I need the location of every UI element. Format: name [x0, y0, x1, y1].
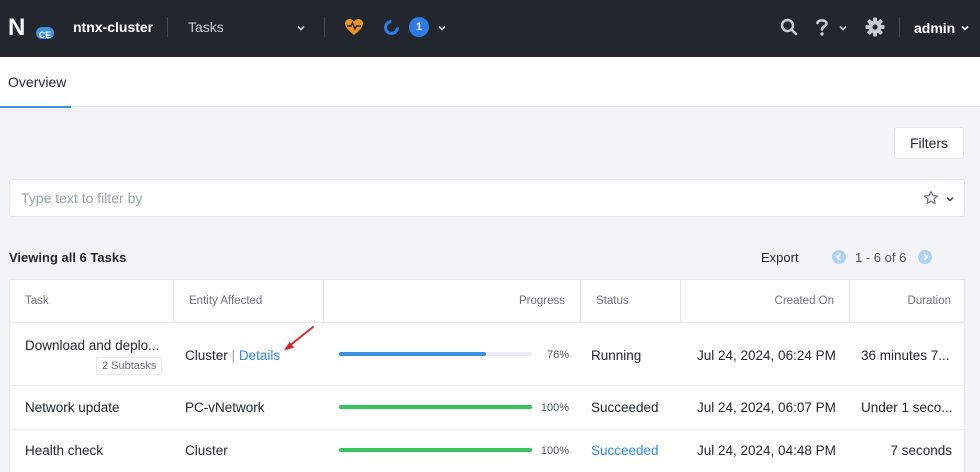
- filters-button[interactable]: Filters: [894, 127, 964, 159]
- star-icon[interactable]: [923, 190, 939, 206]
- progress-bar-fill: [339, 352, 486, 356]
- column-header-progress[interactable]: Progress: [324, 280, 581, 323]
- annotation-arrow-icon: [284, 326, 314, 351]
- logo-letter: N: [8, 14, 25, 41]
- entity-name[interactable]: PC-vNetwork: [185, 400, 265, 415]
- tab-label: Overview: [8, 74, 67, 90]
- progress-percent: 76%: [546, 349, 569, 361]
- column-header-duration[interactable]: Duration: [907, 295, 951, 307]
- logo-edition-badge: CE: [34, 25, 56, 41]
- entity-cell: Cluster | Details: [185, 348, 280, 363]
- next-page-icon[interactable]: [918, 250, 932, 264]
- task-progress-icon[interactable]: [383, 19, 400, 36]
- filter-search-box: [9, 179, 965, 217]
- chevron-down-icon[interactable]: [945, 194, 955, 204]
- nav-divider: [167, 17, 168, 37]
- chevron-down-icon[interactable]: [296, 23, 306, 33]
- duration: 7 seconds: [890, 443, 952, 458]
- help-icon[interactable]: [815, 17, 829, 37]
- user-menu-label[interactable]: admin: [914, 20, 956, 36]
- tasks-table: Task Entity Affected Progress Status Cre…: [9, 279, 965, 472]
- table-header: Task Entity Affected Progress Status Cre…: [10, 280, 964, 323]
- column-header-entity[interactable]: Entity Affected: [174, 280, 324, 323]
- column-header-task[interactable]: Task: [10, 280, 174, 323]
- progress-bar-fill: [339, 405, 532, 409]
- created-on: Jul 24, 2024, 06:24 PM: [697, 348, 836, 363]
- gear-icon[interactable]: [865, 17, 885, 37]
- page-selector[interactable]: Tasks: [188, 19, 224, 35]
- top-nav: N CE ntnx-cluster Tasks 1 admin: [0, 0, 980, 57]
- entity-name[interactable]: Cluster: [185, 443, 228, 458]
- progress-bar: [339, 448, 532, 452]
- task-count-label: Viewing all 6 Tasks: [9, 250, 127, 265]
- active-tab-indicator: [0, 106, 71, 108]
- nav-divider: [324, 17, 325, 37]
- tab-bar: Overview: [0, 57, 980, 108]
- column-header-status[interactable]: Status: [581, 280, 681, 323]
- status-text: Succeeded: [591, 400, 659, 415]
- progress-percent: 100%: [540, 402, 569, 414]
- status-link[interactable]: Succeeded: [591, 443, 659, 458]
- table-row[interactable]: Health check Cluster 100% Succeeded Jul …: [10, 430, 964, 472]
- nav-divider: [899, 17, 900, 37]
- nutanix-logo[interactable]: N CE: [8, 14, 56, 43]
- progress-bar: [339, 352, 532, 356]
- previous-page-icon[interactable]: [832, 250, 846, 264]
- export-link[interactable]: Export: [761, 250, 799, 265]
- task-name[interactable]: Download and deplo...: [25, 338, 160, 353]
- chevron-down-icon[interactable]: [838, 23, 848, 33]
- progress-bar-fill: [339, 448, 532, 452]
- entity-separator: |: [231, 348, 236, 363]
- table-row[interactable]: Download and deplo... 2 Subtasks Cluster…: [10, 323, 964, 386]
- progress-bar: [339, 405, 532, 409]
- details-link[interactable]: Details: [238, 348, 281, 363]
- created-on: Jul 24, 2024, 06:07 PM: [697, 400, 836, 415]
- health-heart-icon[interactable]: [344, 18, 364, 36]
- duration: 36 minutes 7...: [861, 348, 950, 363]
- cluster-name[interactable]: ntnx-cluster: [73, 19, 154, 35]
- subtasks-badge[interactable]: 2 Subtasks: [96, 357, 163, 375]
- task-name[interactable]: Health check: [25, 443, 104, 458]
- chevron-down-icon[interactable]: [437, 23, 447, 33]
- pagination-label: 1 - 6 of 6: [855, 250, 907, 265]
- filter-input[interactable]: [10, 180, 900, 216]
- progress-percent: 100%: [540, 445, 569, 457]
- tab-overview[interactable]: Overview: [0, 57, 74, 108]
- duration: Under 1 seco...: [861, 400, 953, 415]
- created-on: Jul 24, 2024, 04:48 PM: [697, 443, 836, 458]
- table-row[interactable]: Network update PC-vNetwork 100% Succeede…: [10, 386, 964, 430]
- task-name[interactable]: Network update: [25, 400, 120, 415]
- running-task-count-badge[interactable]: 1: [409, 17, 429, 37]
- column-header-created[interactable]: Created On: [681, 280, 850, 323]
- status-text: Running: [591, 348, 642, 363]
- chevron-down-icon[interactable]: [960, 23, 970, 33]
- entity-name: Cluster: [185, 348, 228, 363]
- search-icon[interactable]: [780, 18, 798, 36]
